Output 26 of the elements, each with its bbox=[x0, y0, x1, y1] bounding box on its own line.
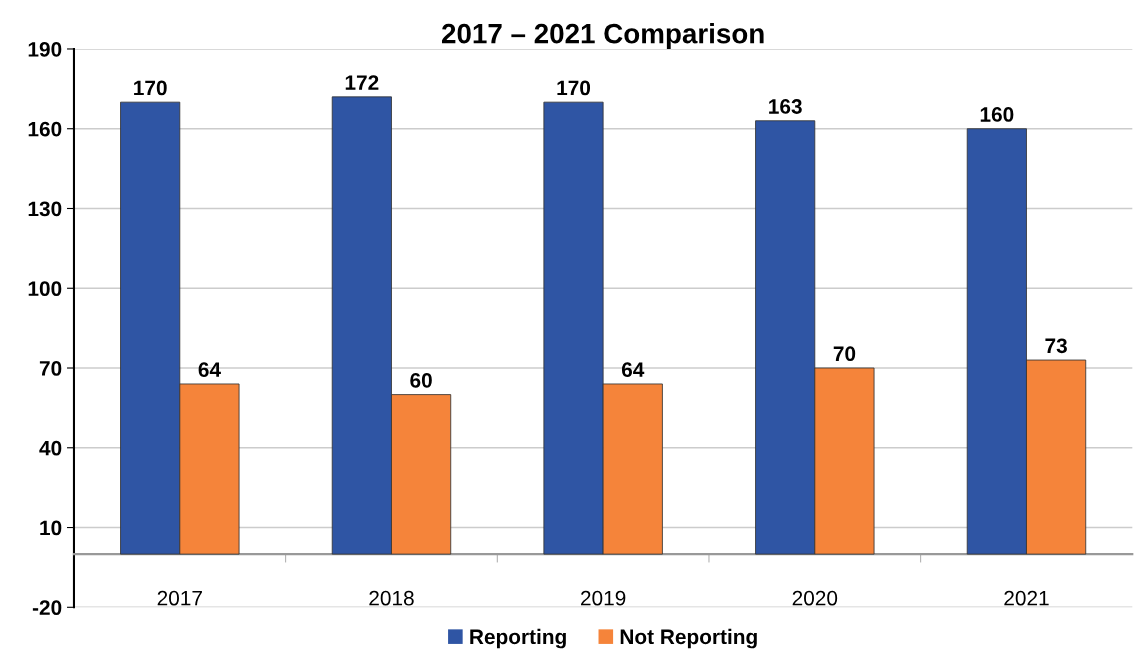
data-label: 60 bbox=[410, 372, 432, 388]
legend-label: Not Reporting bbox=[620, 628, 757, 649]
data-label: 70 bbox=[833, 346, 856, 362]
x-tick-label: 2021 bbox=[1004, 590, 1049, 606]
y-tick-label: 70 bbox=[39, 361, 62, 376]
data-label: 170 bbox=[557, 80, 591, 96]
data-label: 163 bbox=[769, 99, 802, 114]
x-tick-label: 2019 bbox=[581, 590, 626, 606]
y-tick-label: 10 bbox=[40, 520, 62, 536]
y-tick-label: 160 bbox=[28, 121, 62, 137]
data-label: 64 bbox=[621, 362, 645, 378]
y-tick-label: 100 bbox=[28, 281, 62, 297]
chart-title: 2017 – 2021 Comparison bbox=[441, 23, 764, 49]
legend-label: Reporting bbox=[470, 628, 566, 649]
data-label: 172 bbox=[345, 75, 379, 90]
x-tick-label: 2018 bbox=[369, 590, 414, 606]
data-label: 64 bbox=[198, 362, 221, 378]
x-tick-label: 2017 bbox=[157, 590, 202, 606]
y-tick-label: -20 bbox=[32, 600, 62, 616]
y-tick-label: 40 bbox=[39, 440, 62, 456]
x-tick-label: 2020 bbox=[792, 590, 838, 606]
data-label: 73 bbox=[1045, 338, 1067, 354]
y-tick-label: 130 bbox=[28, 201, 62, 217]
y-tick-label: 190 bbox=[28, 41, 62, 57]
data-label: 170 bbox=[134, 80, 167, 96]
data-label: 160 bbox=[980, 107, 1014, 122]
